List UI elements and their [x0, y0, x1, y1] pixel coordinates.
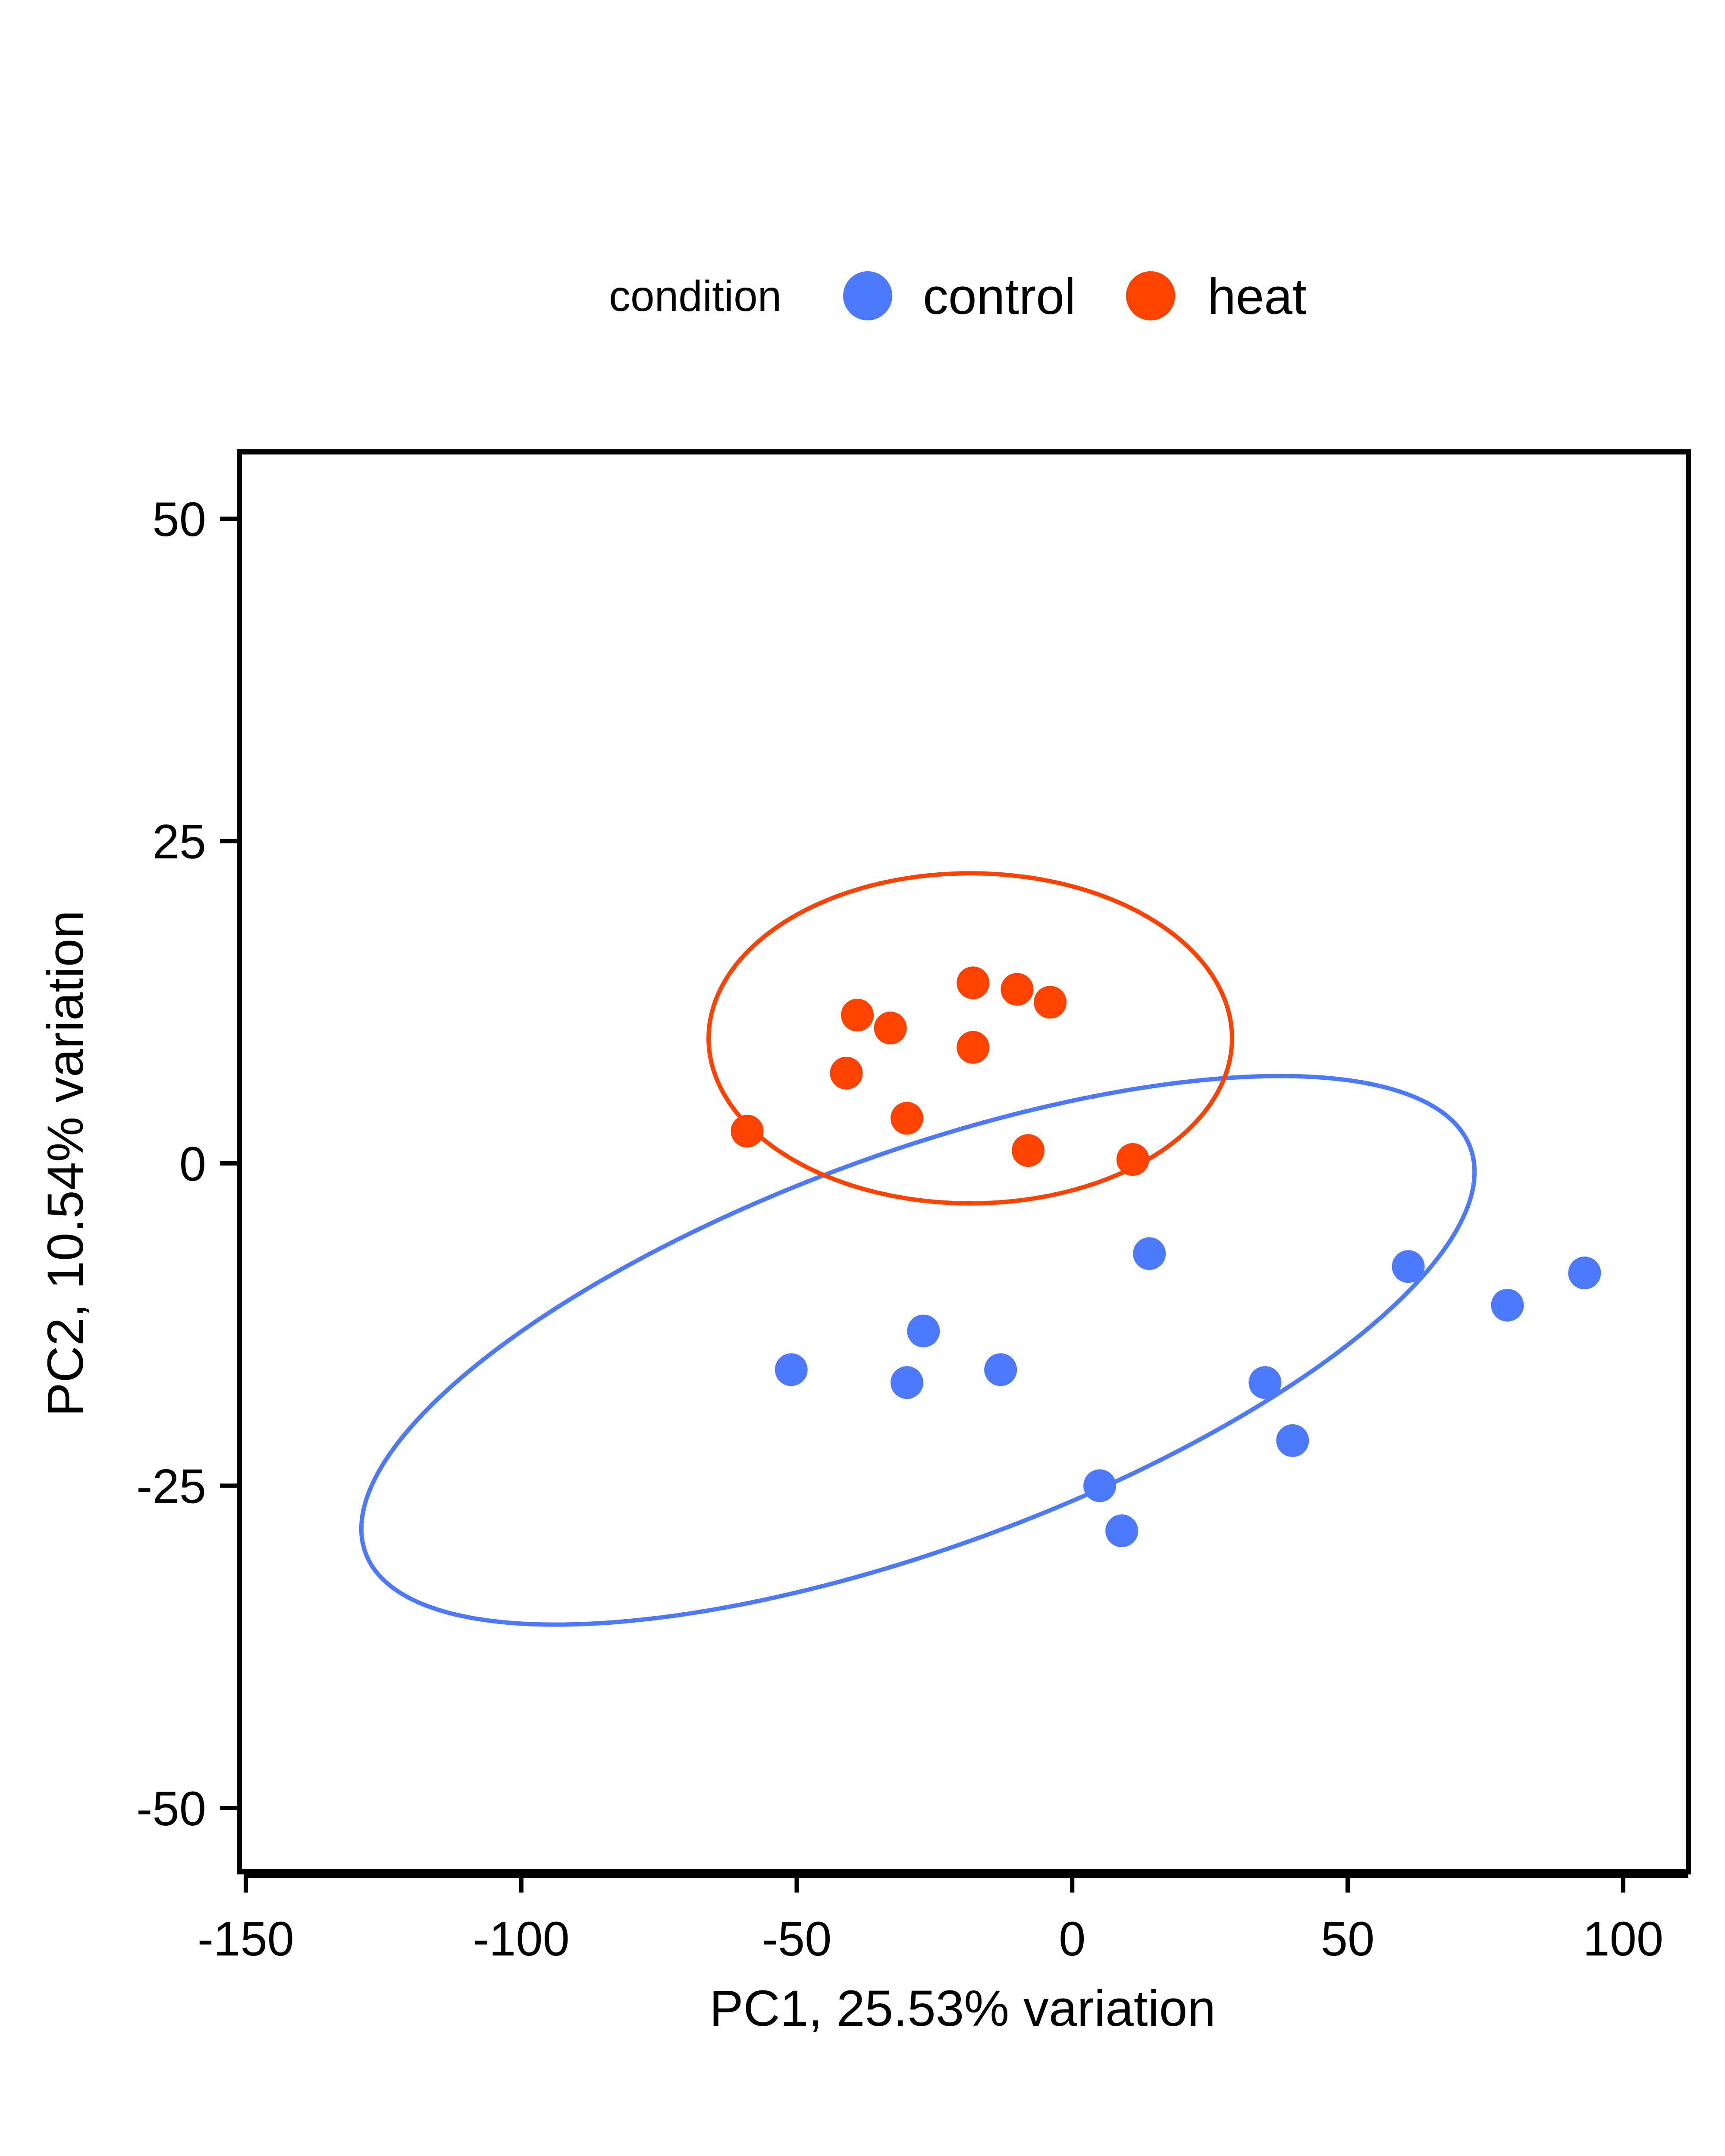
- point-control: [907, 1314, 940, 1348]
- legend: condition control heat: [609, 268, 1307, 325]
- legend-swatch-control: [843, 271, 892, 320]
- point-heat: [841, 999, 874, 1032]
- point-heat: [1034, 986, 1067, 1019]
- data-points: [731, 966, 1601, 1548]
- point-heat: [830, 1056, 863, 1090]
- plot-panel: [237, 449, 1691, 1874]
- legend-label-heat: heat: [1208, 268, 1307, 325]
- y-tick-label: 0: [179, 1137, 206, 1191]
- point-control: [1083, 1469, 1117, 1502]
- legend-label-control: control: [923, 268, 1076, 325]
- point-control: [1248, 1366, 1282, 1399]
- x-tick-label: -100: [473, 1912, 570, 1966]
- x-axis-title: PC1, 25.53% variation: [709, 1980, 1216, 2037]
- x-tick-label: -50: [762, 1912, 832, 1966]
- ellipse-control: [359, 1074, 1477, 1627]
- y-tick-label: -50: [136, 1782, 206, 1836]
- point-control: [775, 1353, 808, 1386]
- point-control: [1276, 1424, 1309, 1457]
- point-control: [891, 1366, 923, 1399]
- x-tick-label: -150: [198, 1912, 294, 1966]
- y-axis-title: PC2, 10.54% variation: [37, 910, 94, 1416]
- legend-title: condition: [609, 272, 781, 320]
- x-tick-label: 50: [1321, 1912, 1375, 1966]
- y-axis: 50 25 0 -25 -50: [136, 492, 237, 1836]
- x-tick-label: 100: [1583, 1912, 1663, 1966]
- point-control: [1568, 1257, 1601, 1290]
- point-heat: [957, 1031, 990, 1064]
- x-axis: -150 -100 -50 0 50 100: [198, 1874, 1688, 1966]
- point-control: [1392, 1250, 1425, 1283]
- point-heat: [874, 1012, 907, 1045]
- point-heat: [957, 966, 990, 1000]
- point-heat: [1012, 1134, 1045, 1167]
- point-control: [1105, 1514, 1138, 1548]
- y-tick-label: 25: [152, 815, 206, 869]
- ellipse-heat: [706, 871, 1234, 1206]
- point-heat: [1116, 1143, 1149, 1176]
- point-control: [1133, 1237, 1166, 1270]
- confidence-ellipses: [359, 871, 1477, 1627]
- point-heat: [891, 1102, 923, 1135]
- point-control: [1491, 1288, 1524, 1322]
- x-tick-label: 0: [1059, 1912, 1085, 1966]
- point-control: [984, 1353, 1017, 1386]
- legend-swatch-heat: [1126, 271, 1175, 320]
- y-tick-label: 50: [152, 492, 206, 546]
- y-tick-label: -25: [136, 1460, 206, 1514]
- point-heat: [1000, 973, 1034, 1006]
- point-heat: [731, 1115, 764, 1148]
